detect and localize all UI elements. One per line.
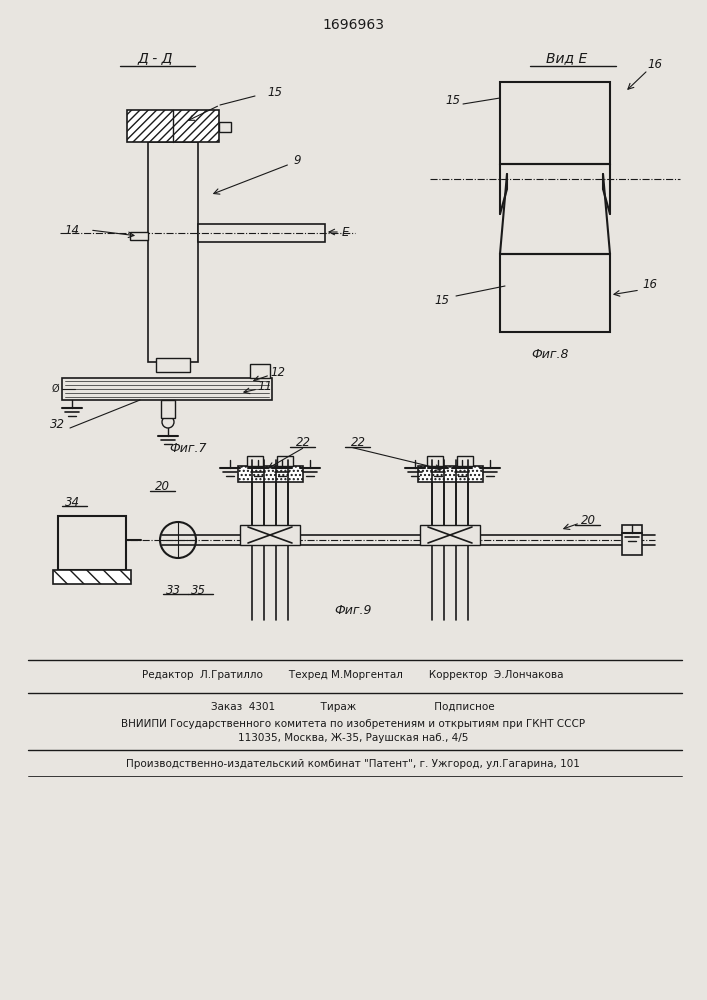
Text: Редактор  Л.Гратилло        Техред М.Моргентал        Корректор  Э.Лончакова: Редактор Л.Гратилло Техред М.Моргентал К… [142,670,563,680]
Text: 16: 16 [648,58,662,72]
Bar [247,456,263,466]
Bar [420,525,480,545]
Text: 15: 15 [267,86,283,99]
Text: 15: 15 [435,294,450,306]
Bar [277,456,293,466]
Text: ВНИИПИ Государственного комитета по изобретениям и открытиям при ГКНТ СССР: ВНИИПИ Государственного комитета по изоб… [121,719,585,729]
Text: 32: 32 [49,418,64,432]
Bar [127,110,219,142]
Text: 15: 15 [445,94,460,106]
Bar [500,82,610,164]
Bar [198,224,325,242]
Text: Заказ  4301              Тираж                        Подписное: Заказ 4301 Тираж Подписное [211,702,495,712]
Text: Д - Д: Д - Д [137,51,173,65]
Text: 20: 20 [155,481,170,493]
Bar [418,466,483,482]
Bar [219,122,231,132]
Text: 22: 22 [351,436,366,448]
Bar [457,456,473,466]
Bar [148,142,198,362]
Text: Ø: Ø [51,384,59,394]
Bar [240,525,300,545]
Bar [622,525,642,555]
Text: 22: 22 [296,436,310,448]
Bar [238,466,303,482]
Text: 33: 33 [165,584,180,596]
Bar [250,364,270,378]
Bar [62,378,272,400]
Text: E: E [341,226,349,238]
Text: 34: 34 [64,495,79,508]
Text: 14: 14 [64,224,79,236]
Bar [156,358,190,372]
Text: Фиг.9: Фиг.9 [334,603,372,616]
Bar [500,254,610,332]
Text: Производственно-издательский комбинат "Патент", г. Ужгород, ул.Гагарина, 101: Производственно-издательский комбинат "П… [126,759,580,769]
Text: 35: 35 [190,584,206,596]
Bar [58,516,126,570]
Text: 113035, Москва, Ж-35, Раушская наб., 4/5: 113035, Москва, Ж-35, Раушская наб., 4/5 [238,733,468,743]
Text: 12: 12 [271,365,286,378]
Text: 16: 16 [643,278,658,292]
Text: Вид E: Вид E [547,51,588,65]
Bar [53,570,131,584]
Text: 9: 9 [293,153,300,166]
Bar [161,400,175,418]
Bar [130,232,148,240]
Text: 20: 20 [580,514,595,526]
Text: 1696963: 1696963 [322,18,384,32]
Text: Фиг.8: Фиг.8 [531,349,568,361]
Bar [427,456,443,466]
Text: Фиг.7: Фиг.7 [169,442,206,454]
Text: 11: 11 [257,379,272,392]
